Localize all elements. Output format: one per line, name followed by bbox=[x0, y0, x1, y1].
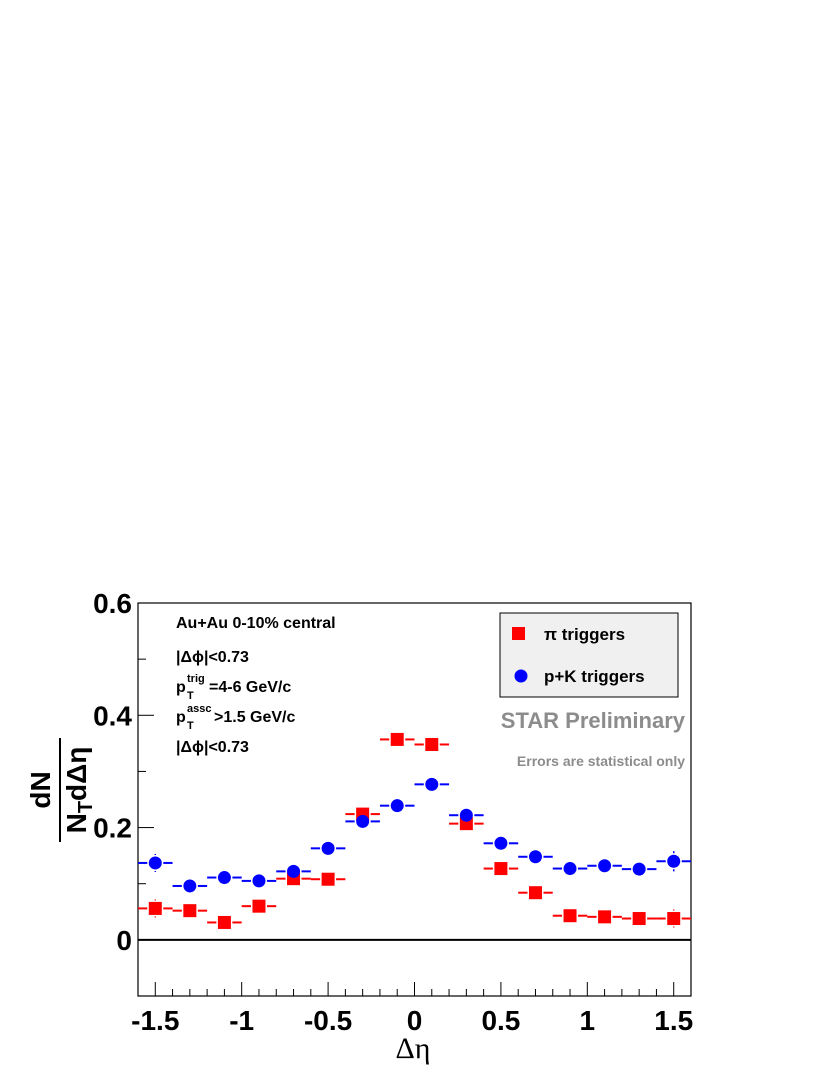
data-point bbox=[148, 856, 162, 870]
data-point bbox=[183, 904, 197, 918]
data-point bbox=[217, 915, 231, 929]
x-tick-label: 1 bbox=[580, 1005, 596, 1036]
y-tick-label: 0.2 bbox=[93, 813, 132, 844]
data-point bbox=[148, 901, 162, 915]
star-preliminary-label: STAR Preliminary bbox=[501, 708, 686, 733]
pt-assc-label: p assc T >1.5 GeV/c bbox=[176, 703, 295, 732]
data-point bbox=[632, 862, 646, 876]
data-point bbox=[390, 732, 404, 746]
data-point bbox=[632, 912, 646, 926]
pt-trig-sub: T bbox=[187, 690, 194, 702]
x-tick-label: 0.5 bbox=[481, 1005, 520, 1036]
x-axis-label: Δη bbox=[396, 1032, 431, 1065]
pt-trig-sup: trig bbox=[187, 673, 205, 685]
legend-box bbox=[499, 612, 679, 698]
x-tick-label: -1 bbox=[229, 1005, 254, 1036]
data-point bbox=[425, 777, 439, 791]
legend-label-pk: p+K triggers bbox=[544, 667, 645, 686]
data-point bbox=[528, 886, 542, 900]
pt-trig-label: p trig T =4-6 GeV/c bbox=[176, 673, 291, 702]
pt-assc-p: p bbox=[176, 709, 186, 726]
x-tick-label: -1.5 bbox=[131, 1005, 179, 1036]
y-axis-denominator: NTdΔη bbox=[61, 747, 97, 834]
data-point bbox=[183, 879, 197, 893]
system-label: Au+Au 0-10% central bbox=[176, 615, 336, 632]
data-point bbox=[598, 910, 612, 924]
dphi-cut-label-2: |Δϕ|<0.73 bbox=[176, 739, 249, 756]
series-layer bbox=[138, 732, 691, 929]
pt-assc-sup: assc bbox=[187, 703, 211, 715]
data-point bbox=[425, 737, 439, 751]
legend: π triggers p+K triggers bbox=[499, 612, 679, 698]
data-point bbox=[598, 859, 612, 873]
y-axis-denominator-tail: dΔη bbox=[61, 747, 92, 801]
data-point bbox=[390, 799, 404, 813]
series-pk-triggers bbox=[138, 777, 691, 893]
x-tick-label: -0.5 bbox=[304, 1005, 352, 1036]
data-point bbox=[667, 854, 681, 868]
data-point bbox=[217, 871, 231, 885]
data-point bbox=[494, 836, 508, 850]
data-point bbox=[563, 909, 577, 923]
legend-label-pi: π triggers bbox=[544, 625, 625, 644]
data-point bbox=[459, 808, 473, 822]
pt-assc-text: >1.5 GeV/c bbox=[214, 709, 295, 726]
series-pi-triggers bbox=[138, 732, 691, 929]
data-point bbox=[667, 912, 681, 926]
legend-marker-pk bbox=[514, 669, 528, 683]
pt-assc-sub: T bbox=[187, 720, 194, 732]
data-point bbox=[252, 899, 266, 913]
y-axis-numerator: dN bbox=[25, 771, 56, 808]
x-tick-label: 0 bbox=[407, 1005, 423, 1036]
y-axis-denominator-sub: T bbox=[75, 801, 97, 813]
y-tick-label: 0.6 bbox=[93, 588, 132, 619]
data-point bbox=[287, 864, 301, 878]
legend-marker-pi bbox=[512, 627, 525, 640]
data-point bbox=[528, 850, 542, 864]
x-tick-label: 1.5 bbox=[654, 1005, 693, 1036]
data-point bbox=[321, 872, 335, 886]
y-axis-denominator-main: N bbox=[61, 813, 92, 833]
pt-trig-p: p bbox=[176, 679, 186, 696]
y-axis-label: dN NTdΔη bbox=[25, 738, 97, 842]
axis-ticks: -1.5 -1 -0.5 0 0.5 1 1.5 0 0.2 0.4 0.6 bbox=[93, 588, 693, 1036]
dphi-cut-label-1: |Δϕ|<0.73 bbox=[176, 649, 249, 666]
data-point bbox=[563, 862, 577, 876]
y-tick-label: 0.4 bbox=[93, 700, 132, 731]
pt-trig-text: =4-6 GeV/c bbox=[209, 679, 291, 696]
data-point bbox=[356, 814, 370, 828]
y-tick-label: 0 bbox=[116, 925, 132, 956]
errors-note: Errors are statistical only bbox=[517, 753, 685, 769]
data-point bbox=[321, 841, 335, 855]
data-point bbox=[252, 874, 266, 888]
data-point bbox=[494, 862, 508, 876]
